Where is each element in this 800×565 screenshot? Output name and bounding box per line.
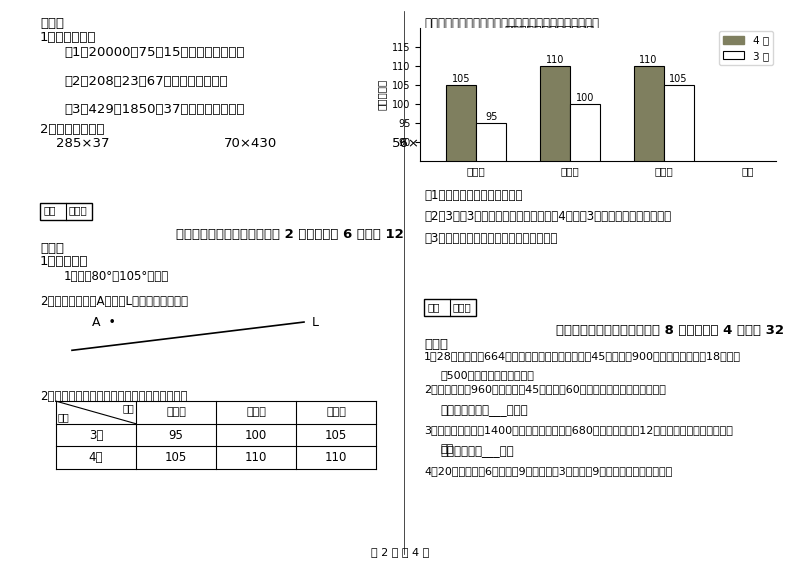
Bar xyxy=(40,203,92,220)
Text: 100: 100 xyxy=(245,428,267,442)
Text: 答：平均每天___米。: 答：平均每天___米。 xyxy=(440,445,514,458)
Text: 285×37: 285×37 xyxy=(56,137,110,150)
Text: 得分: 得分 xyxy=(44,206,57,216)
Bar xyxy=(424,299,476,316)
Text: 分）。: 分）。 xyxy=(40,17,64,30)
Text: 1．操作题：: 1．操作题： xyxy=(40,255,89,268)
Text: （2）3月份3个年级共植树（　　）棵，4月份比3月份多植树（　　）棵。: （2）3月份3个年级共植树（ ）棵，4月份比3月份多植树（ ）棵。 xyxy=(424,210,671,223)
Text: 2．食堂有面粉960千克，吃了45天后还剩60千克，平均每天吃多少千克？: 2．食堂有面粉960千克，吃了45天后还剩60千克，平均每天吃多少千克？ xyxy=(424,384,666,394)
Text: 95: 95 xyxy=(169,428,183,442)
Text: 得分: 得分 xyxy=(428,302,441,312)
Text: 4月: 4月 xyxy=(89,451,103,464)
Text: 56×208: 56×208 xyxy=(392,137,446,150)
Text: 1、画出80°、105°的角。: 1、画出80°、105°的角。 xyxy=(64,270,170,283)
Text: 2．用竖式计算。: 2．用竖式计算。 xyxy=(40,123,105,136)
Text: 年级: 年级 xyxy=(122,403,134,413)
Text: （1）哪个年级春季植树最多？: （1）哪个年级春季植树最多？ xyxy=(424,189,522,202)
Text: 1．28名老师带着664名同学去春游。每辆大车可坐45人，租金900元，每辆小车可坐18人，租: 1．28名老师带着664名同学去春游。每辆大车可坐45人，租金900元，每辆小车… xyxy=(424,351,741,362)
Text: L: L xyxy=(312,316,319,329)
Text: 根据统计表信息完成下面的统计图，并回答下面的问题。: 根据统计表信息完成下面的统计图，并回答下面的问题。 xyxy=(424,17,599,30)
Text: 70×430: 70×430 xyxy=(224,137,278,150)
Text: （3）还能提出哪些问题？试着解决一下。: （3）还能提出哪些问题？试着解决一下。 xyxy=(424,232,558,245)
Text: 六年级: 六年级 xyxy=(326,407,346,418)
Text: 3月: 3月 xyxy=(89,428,103,442)
Text: 2．下面是某小学三个年级植树情况的统计表。: 2．下面是某小学三个年级植树情况的统计表。 xyxy=(40,390,187,403)
Legend: 4 月, 3 月: 4 月, 3 月 xyxy=(719,32,773,65)
Bar xyxy=(663,85,694,484)
Bar xyxy=(570,104,600,484)
Text: 105: 105 xyxy=(165,451,187,464)
Y-axis label: 数量（棵）: 数量（棵） xyxy=(376,79,386,110)
Text: 4．20个桃子可换6个香瓜，9个香瓜可换3个西瓜，9个西瓜可换多少个桃子？: 4．20个桃子可换6个香瓜，9个香瓜可换3个西瓜，9个西瓜可换多少个桃子？ xyxy=(424,466,672,476)
Text: （1）20000减75乘15的积，差是多少？: （1）20000减75乘15的积，差是多少？ xyxy=(64,46,245,59)
Text: 某小学春季植树情况统计图: 某小学春季植树情况统计图 xyxy=(504,25,594,38)
Bar xyxy=(540,66,570,484)
Text: 105: 105 xyxy=(670,74,688,84)
Bar xyxy=(634,66,663,484)
Text: 110: 110 xyxy=(245,451,267,464)
Text: 第 2 页 共 4 页: 第 2 页 共 4 页 xyxy=(371,546,429,557)
Bar xyxy=(476,123,506,484)
Text: 3．工程队修一条长1400米的公路，已经修了680米，剩下的要在12天内完成，平均每天修多少: 3．工程队修一条长1400米的公路，已经修了680米，剩下的要在12天内完成，平… xyxy=(424,425,733,435)
Text: 110: 110 xyxy=(639,55,658,65)
Text: A  •: A • xyxy=(92,316,116,329)
Text: 110: 110 xyxy=(325,451,347,464)
Text: 105: 105 xyxy=(325,428,347,442)
Text: 95: 95 xyxy=(485,112,498,122)
Text: 月份: 月份 xyxy=(58,412,70,422)
Text: 105: 105 xyxy=(452,74,470,84)
Text: 2．过直线外一点A画直线L的平行线和垂线。: 2．过直线外一点A画直线L的平行线和垂线。 xyxy=(40,295,188,308)
Text: 评卷人: 评卷人 xyxy=(453,302,471,312)
Text: 四年级: 四年级 xyxy=(166,407,186,418)
Text: 110: 110 xyxy=(546,55,564,65)
Text: 100: 100 xyxy=(576,93,594,103)
Text: 分）。: 分）。 xyxy=(424,338,448,351)
Text: （2）208乘23与67的和，积是多少？: （2）208乘23与67的和，积是多少？ xyxy=(64,75,228,88)
Text: 金500元。怎样租车最省钱？: 金500元。怎样租车最省钱？ xyxy=(440,370,534,380)
Text: 六、应用知识，解决问题（共 8 小题，每题 4 分，共 32: 六、应用知识，解决问题（共 8 小题，每题 4 分，共 32 xyxy=(556,324,784,337)
Text: 五年级: 五年级 xyxy=(246,407,266,418)
Text: （3）429加1850与37的商，和是多少？: （3）429加1850与37的商，和是多少？ xyxy=(64,103,245,116)
Text: 米？: 米？ xyxy=(440,444,454,454)
Text: 分）。: 分）。 xyxy=(40,242,64,255)
Text: 1．列式计算。: 1．列式计算。 xyxy=(40,31,97,44)
Text: 答：平均每天吃___千克。: 答：平均每天吃___千克。 xyxy=(440,404,528,417)
Text: 五、认真思考，综合能力（共 2 小题，每题 6 分，共 12: 五、认真思考，综合能力（共 2 小题，每题 6 分，共 12 xyxy=(176,228,404,241)
Bar xyxy=(446,85,476,484)
Text: 评卷人: 评卷人 xyxy=(69,206,87,216)
